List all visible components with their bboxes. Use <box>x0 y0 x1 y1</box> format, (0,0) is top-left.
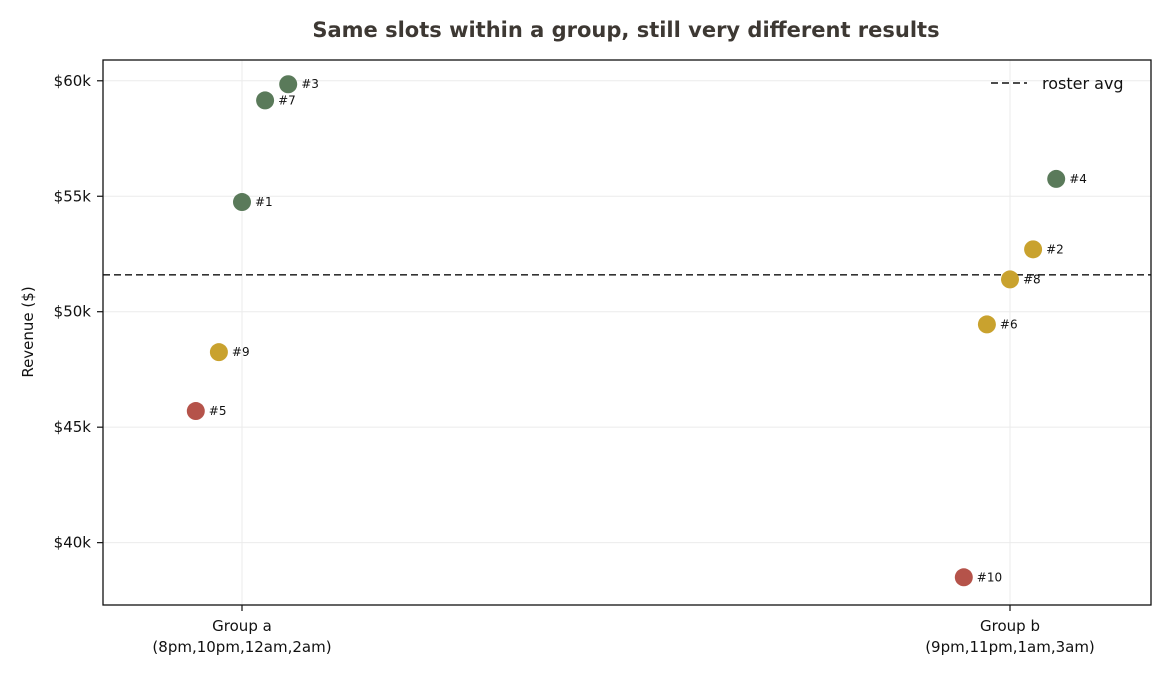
data-point <box>954 568 973 587</box>
x-tick-label-line2: (9pm,11pm,1am,3am) <box>925 638 1095 656</box>
point-label: #7 <box>278 93 296 107</box>
data-point <box>279 75 298 94</box>
data-point <box>186 402 205 421</box>
legend: roster avg <box>991 74 1124 93</box>
x-tick-label-line2: (8pm,10pm,12am,2am) <box>152 638 331 656</box>
data-point <box>977 315 996 334</box>
x-tick-label-line1: Group a <box>212 617 272 635</box>
point-label: #6 <box>1000 317 1018 331</box>
point-label: #3 <box>301 77 319 91</box>
point-label: #4 <box>1069 172 1087 186</box>
data-point <box>1024 240 1043 259</box>
point-label: #1 <box>255 195 273 209</box>
y-axis-label: Revenue ($) <box>19 286 37 377</box>
data-point <box>256 91 275 110</box>
y-tick-label: $60k <box>54 72 92 90</box>
point-label: #2 <box>1046 242 1064 256</box>
y-axis: $40k $45k $50k $55k $60k <box>54 72 103 552</box>
data-point <box>1047 169 1066 188</box>
chart-title: Same slots within a group, still very di… <box>312 18 939 42</box>
x-tick-label-line1: Group b <box>980 617 1040 635</box>
data-point <box>233 193 251 212</box>
y-tick-label: $45k <box>54 418 92 436</box>
plot-frame <box>102 59 1152 606</box>
y-tick-label: $55k <box>54 187 92 205</box>
point-label: #10 <box>977 570 1002 584</box>
point-label: #8 <box>1023 272 1041 286</box>
data-point <box>1001 270 1019 289</box>
point-label: #9 <box>232 345 250 359</box>
legend-label-roster-avg: roster avg <box>1042 74 1124 93</box>
data-point <box>209 343 228 362</box>
y-tick-label: $40k <box>54 534 92 552</box>
y-tick-label: $50k <box>54 303 92 321</box>
x-axis: Group a (8pm,10pm,12am,2am) Group b (9pm,11… <box>152 605 1095 656</box>
points-layer: #5 #9 #1 #7 #3 #10 #6 #8 #2 #4 <box>186 75 1087 587</box>
grid <box>103 60 1151 605</box>
point-label: #5 <box>209 404 227 418</box>
